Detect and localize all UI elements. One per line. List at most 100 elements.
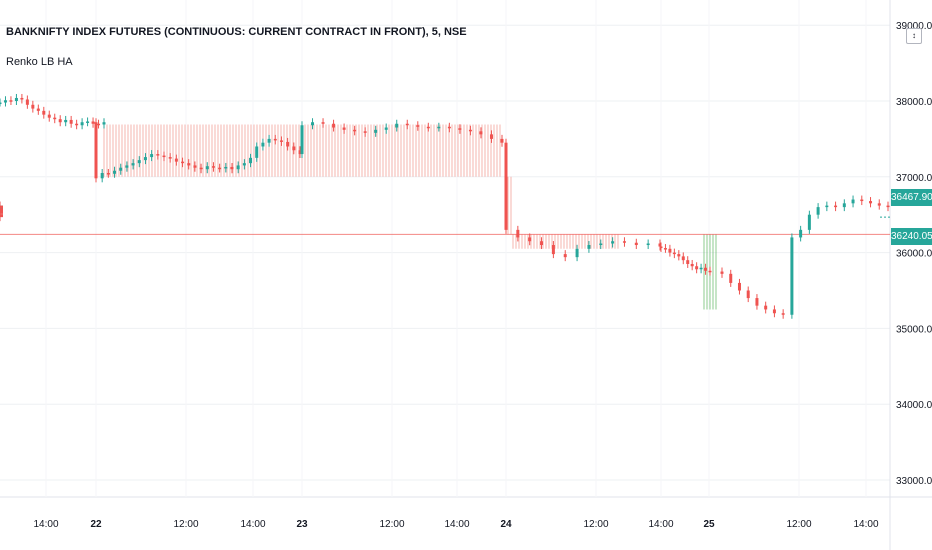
- current-price-label: 36467.90: [891, 189, 932, 206]
- candle-body: [563, 254, 567, 258]
- x-tick-label: 25: [703, 519, 715, 530]
- candle-body: [174, 158, 178, 162]
- candle-body: [799, 229, 803, 238]
- candle-body: [363, 131, 367, 133]
- candle-body: [242, 163, 246, 166]
- candle-body: [479, 131, 483, 135]
- candle-body: [869, 201, 873, 204]
- x-tick-label: 14:00: [853, 519, 878, 530]
- x-tick-label: 22: [90, 519, 102, 530]
- candle-body: [587, 245, 591, 249]
- candle-body: [790, 237, 794, 315]
- candle-body: [279, 140, 283, 142]
- candle-body: [64, 119, 68, 123]
- candle-body: [646, 243, 650, 246]
- candle-body: [230, 166, 234, 170]
- candle-body: [816, 207, 820, 215]
- candle-body: [686, 260, 690, 264]
- candle-body: [150, 154, 154, 158]
- y-tick-label: 38000.00: [896, 97, 932, 108]
- candle-body: [261, 142, 265, 147]
- candle-body: [156, 154, 160, 156]
- candle-body: [80, 122, 84, 126]
- candle-body: [599, 243, 603, 246]
- candle-body: [764, 305, 768, 310]
- candle-body: [162, 155, 166, 158]
- candle-body: [695, 266, 699, 270]
- candle-body: [384, 127, 388, 130]
- candle-body: [292, 146, 296, 151]
- candle-body: [659, 246, 663, 249]
- candle-body: [236, 165, 240, 170]
- indicator-label[interactable]: Renko LB HA: [6, 56, 73, 68]
- candle-body: [634, 242, 638, 246]
- candle-body: [720, 271, 724, 274]
- candle-body: [405, 123, 409, 126]
- candle-body: [311, 122, 315, 126]
- candle-body: [551, 245, 555, 255]
- candle-body: [94, 122, 98, 179]
- candle-body: [374, 129, 378, 133]
- candle-body: [528, 237, 532, 242]
- renko-level-label: 36240.05: [891, 228, 932, 245]
- candle-body: [0, 208, 3, 214]
- candle-body: [91, 121, 95, 124]
- y-tick-label: 35000.00: [896, 324, 932, 335]
- candle-body: [737, 282, 741, 291]
- candle-body: [53, 117, 57, 120]
- y-tick-label: 36000.00: [896, 249, 932, 260]
- candle-body: [86, 121, 90, 123]
- candle-body: [25, 99, 29, 105]
- candle-body: [540, 241, 544, 246]
- candle-body: [193, 165, 197, 168]
- candle-body: [58, 119, 62, 123]
- candle-body: [321, 122, 325, 124]
- candle-body: [575, 248, 579, 258]
- candle-body: [0, 102, 2, 105]
- candle-body: [224, 166, 228, 169]
- candle-body: [273, 138, 277, 141]
- candle-body: [332, 123, 336, 128]
- candle-body: [458, 128, 462, 130]
- candle-body: [125, 165, 129, 168]
- candle-body: [504, 142, 508, 230]
- candle-body: [668, 248, 672, 253]
- candle-body: [468, 129, 472, 132]
- candle-body: [187, 163, 191, 166]
- candle-body: [781, 313, 785, 315]
- candle-body: [267, 138, 271, 143]
- candle-body: [249, 157, 253, 164]
- candle-body: [168, 157, 172, 159]
- candle-body: [677, 254, 681, 257]
- candle-body: [708, 270, 712, 273]
- candle-body: [699, 267, 703, 270]
- candle-body: [36, 108, 40, 111]
- candle-body: [69, 119, 73, 124]
- candle-body: [131, 163, 135, 166]
- candle-body: [100, 173, 104, 179]
- x-tick-label: 14:00: [33, 519, 58, 530]
- candle-body: [842, 203, 846, 208]
- scale-mode-button[interactable]: ↕: [906, 28, 922, 44]
- chart-title: BANKNIFTY INDEX FUTURES (CONTINUOUS: CUR…: [6, 26, 467, 38]
- y-tick-label: 33000.00: [896, 476, 932, 487]
- candle-body: [500, 138, 504, 143]
- candle-body: [611, 241, 615, 244]
- x-tick-label: 12:00: [786, 519, 811, 530]
- x-tick-label: 12:00: [173, 519, 198, 530]
- x-tick-label: 14:00: [648, 519, 673, 530]
- candle-body: [672, 252, 676, 255]
- x-tick-label: 14:00: [240, 519, 265, 530]
- candle-body: [31, 104, 35, 109]
- candle-body: [218, 167, 222, 170]
- y-tick-label: 37000.00: [896, 173, 932, 184]
- candle-body: [97, 123, 101, 126]
- candle-body: [47, 114, 51, 118]
- candle-body: [20, 97, 24, 100]
- candle-body: [300, 125, 304, 155]
- y-tick-label: 34000.00: [896, 400, 932, 411]
- candle-body: [516, 229, 520, 238]
- candle-body: [886, 205, 890, 208]
- candle-body: [342, 127, 346, 130]
